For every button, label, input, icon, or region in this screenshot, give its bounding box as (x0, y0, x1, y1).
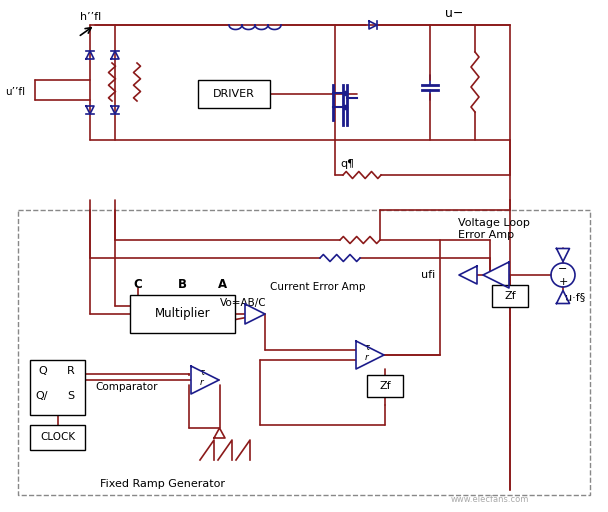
Text: Vo=AB/C: Vo=AB/C (219, 298, 266, 308)
Polygon shape (356, 341, 384, 369)
Text: Fixed Ramp Generator: Fixed Ramp Generator (100, 479, 225, 489)
Text: Q: Q (38, 366, 47, 376)
Text: r: r (365, 353, 369, 362)
Bar (492, 285, 528, 307)
Text: u·f§: u·f§ (565, 292, 585, 302)
Polygon shape (556, 248, 570, 262)
Text: τ: τ (364, 343, 370, 352)
Bar (30, 425, 85, 450)
Polygon shape (459, 266, 477, 284)
Polygon shape (556, 290, 570, 304)
Text: +: + (558, 277, 568, 287)
Text: Voltage Loop
Error Amp: Voltage Loop Error Amp (458, 218, 530, 240)
Text: Comparator: Comparator (95, 382, 157, 392)
Polygon shape (191, 366, 219, 394)
Text: Zf: Zf (504, 291, 516, 301)
Polygon shape (483, 262, 509, 288)
Text: C: C (134, 278, 142, 291)
Text: u’’fl: u’’fl (5, 87, 25, 97)
Text: A: A (218, 278, 227, 291)
Bar (198, 80, 270, 108)
Text: ufi: ufi (421, 270, 435, 280)
Polygon shape (245, 304, 265, 324)
Text: q¶: q¶ (340, 159, 354, 169)
Text: Zf: Zf (379, 381, 391, 391)
Text: h’’fl: h’’fl (80, 12, 102, 22)
Bar (30, 360, 85, 415)
Text: r: r (200, 378, 204, 387)
Bar (130, 295, 235, 333)
Text: www.elecfans.com: www.elecfans.com (451, 495, 529, 504)
Text: Q/: Q/ (35, 391, 47, 401)
Text: CLOCK: CLOCK (40, 433, 75, 442)
Text: −: − (558, 264, 568, 274)
Text: Current Error Amp: Current Error Amp (270, 282, 365, 292)
Bar (18, 210, 590, 495)
Text: τ: τ (199, 368, 205, 377)
Text: R: R (67, 366, 75, 376)
Text: S: S (67, 391, 74, 401)
Text: B: B (178, 278, 187, 291)
Text: u−: u− (445, 7, 463, 20)
Text: DRIVER: DRIVER (213, 89, 255, 99)
Bar (367, 375, 403, 397)
Text: Multiplier: Multiplier (154, 308, 210, 321)
